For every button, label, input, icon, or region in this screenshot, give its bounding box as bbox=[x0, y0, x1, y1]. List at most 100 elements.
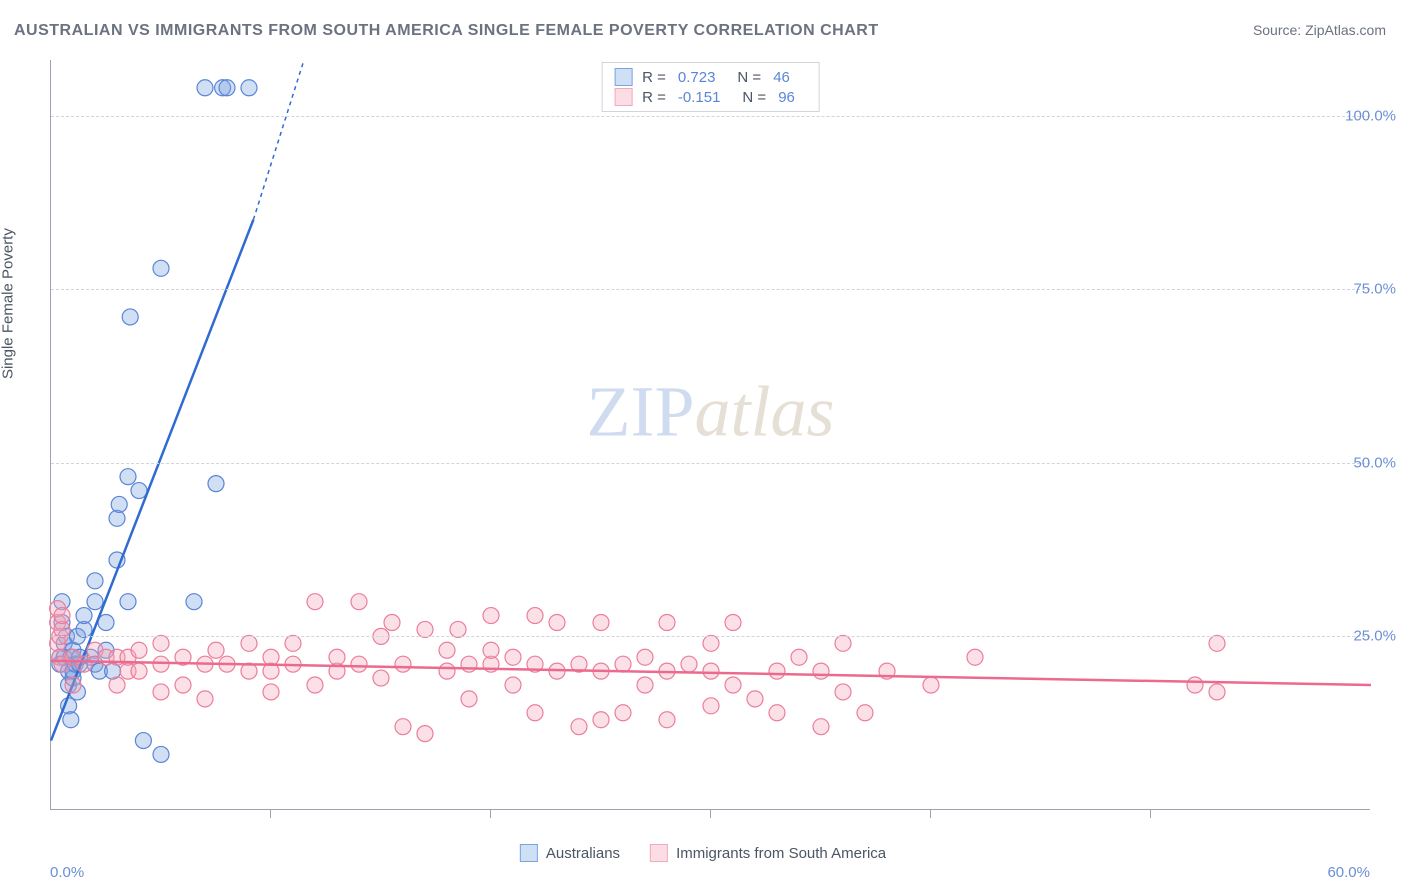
scatter-point bbox=[439, 663, 455, 679]
scatter-point bbox=[175, 677, 191, 693]
scatter-point bbox=[483, 642, 499, 658]
scatter-point bbox=[395, 719, 411, 735]
scatter-point bbox=[725, 677, 741, 693]
scatter-point bbox=[703, 698, 719, 714]
series-legend-item: Australians bbox=[520, 844, 620, 862]
scatter-point bbox=[120, 594, 136, 610]
trend-line-extension bbox=[253, 60, 304, 220]
scatter-point bbox=[186, 594, 202, 610]
y-tick-label: 25.0% bbox=[1353, 628, 1396, 645]
scatter-point bbox=[263, 684, 279, 700]
scatter-point bbox=[450, 621, 466, 637]
y-tick-label: 75.0% bbox=[1353, 281, 1396, 298]
gridline bbox=[51, 116, 1370, 117]
chart-title: AUSTRALIAN VS IMMIGRANTS FROM SOUTH AMER… bbox=[14, 22, 879, 40]
scatter-point bbox=[417, 726, 433, 742]
scatter-point bbox=[329, 649, 345, 665]
scatter-point bbox=[857, 705, 873, 721]
scatter-point bbox=[571, 719, 587, 735]
scatter-point bbox=[527, 608, 543, 624]
scatter-point bbox=[351, 656, 367, 672]
scatter-point bbox=[1209, 684, 1225, 700]
scatter-point bbox=[549, 615, 565, 631]
scatter-point bbox=[131, 642, 147, 658]
scatter-point bbox=[197, 691, 213, 707]
y-tick-label: 50.0% bbox=[1353, 454, 1396, 471]
scatter-point bbox=[63, 712, 79, 728]
scatter-point bbox=[769, 663, 785, 679]
scatter-point bbox=[208, 642, 224, 658]
scatter-point bbox=[197, 80, 213, 96]
series-legend-label: Australians bbox=[546, 845, 620, 862]
scatter-point bbox=[131, 663, 147, 679]
gridline bbox=[51, 636, 1370, 637]
scatter-point bbox=[285, 635, 301, 651]
scatter-point bbox=[395, 656, 411, 672]
scatter-point bbox=[637, 677, 653, 693]
plot-area: ZIPatlas R =0.723N =46R =-0.151N =96 bbox=[50, 60, 1370, 810]
scatter-point bbox=[725, 615, 741, 631]
scatter-point bbox=[593, 712, 609, 728]
scatter-point bbox=[109, 677, 125, 693]
scatter-point bbox=[461, 691, 477, 707]
x-tick-mark bbox=[490, 810, 491, 818]
x-tick-min: 0.0% bbox=[50, 864, 84, 881]
scatter-point bbox=[483, 608, 499, 624]
scatter-point bbox=[1209, 635, 1225, 651]
scatter-point bbox=[351, 594, 367, 610]
legend-swatch bbox=[520, 844, 538, 862]
scatter-point bbox=[153, 684, 169, 700]
scatter-point bbox=[219, 80, 235, 96]
scatter-point bbox=[307, 594, 323, 610]
scatter-point bbox=[813, 719, 829, 735]
scatter-point bbox=[615, 656, 631, 672]
scatter-point bbox=[835, 635, 851, 651]
scatter-point bbox=[505, 677, 521, 693]
scatter-point bbox=[307, 677, 323, 693]
legend-swatch bbox=[650, 844, 668, 862]
scatter-point bbox=[527, 705, 543, 721]
scatter-point bbox=[637, 649, 653, 665]
scatter-point bbox=[461, 656, 477, 672]
scatter-point bbox=[263, 649, 279, 665]
scatter-point bbox=[131, 483, 147, 499]
scatter-point bbox=[703, 635, 719, 651]
gridline bbox=[51, 463, 1370, 464]
scatter-point bbox=[769, 705, 785, 721]
gridline bbox=[51, 289, 1370, 290]
scatter-point bbox=[373, 670, 389, 686]
scatter-point bbox=[241, 80, 257, 96]
scatter-point bbox=[703, 663, 719, 679]
scatter-point bbox=[87, 594, 103, 610]
scatter-point bbox=[111, 496, 127, 512]
scatter-point bbox=[65, 677, 81, 693]
series-legend-item: Immigrants from South America bbox=[650, 844, 886, 862]
scatter-point bbox=[593, 615, 609, 631]
x-tick-mark bbox=[270, 810, 271, 818]
scatter-point bbox=[76, 608, 92, 624]
scatter-point bbox=[122, 309, 138, 325]
scatter-point bbox=[615, 705, 631, 721]
y-axis-label: Single Female Poverty bbox=[0, 228, 17, 379]
scatter-point bbox=[1187, 677, 1203, 693]
scatter-point bbox=[120, 469, 136, 485]
scatter-point bbox=[208, 476, 224, 492]
scatter-point bbox=[417, 621, 433, 637]
x-tick-mark bbox=[1150, 810, 1151, 818]
scatter-point bbox=[791, 649, 807, 665]
scatter-point bbox=[153, 260, 169, 276]
scatter-point bbox=[923, 677, 939, 693]
scatter-point bbox=[835, 684, 851, 700]
scatter-point bbox=[747, 691, 763, 707]
scatter-point bbox=[813, 663, 829, 679]
series-legend: Australians Immigrants from South America bbox=[520, 844, 886, 862]
scatter-point bbox=[505, 649, 521, 665]
chart-container: AUSTRALIAN VS IMMIGRANTS FROM SOUTH AMER… bbox=[0, 0, 1406, 892]
scatter-point bbox=[153, 635, 169, 651]
scatter-point bbox=[681, 656, 697, 672]
scatter-point bbox=[76, 656, 92, 672]
scatter-point bbox=[439, 642, 455, 658]
scatter-point bbox=[659, 615, 675, 631]
scatter-point bbox=[241, 635, 257, 651]
scatter-point bbox=[384, 615, 400, 631]
